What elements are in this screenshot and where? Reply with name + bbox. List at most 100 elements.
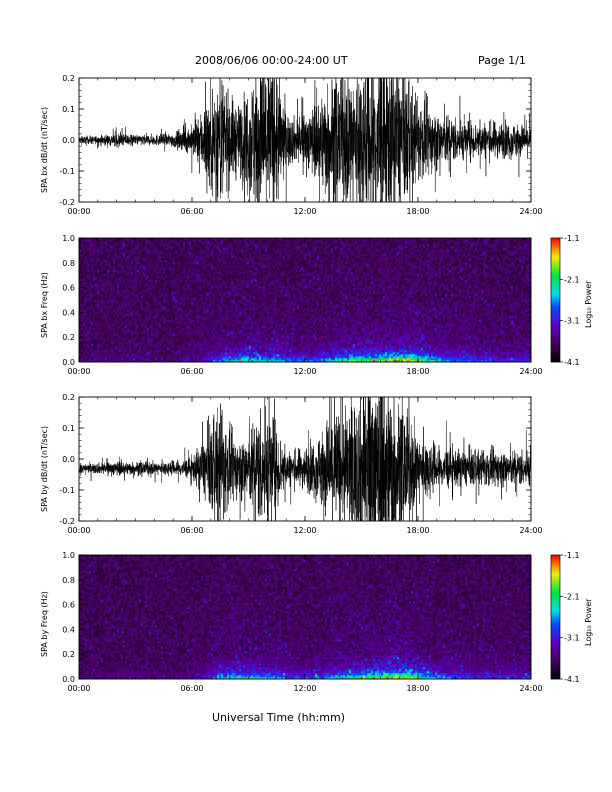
spectrogram-cell [99, 348, 101, 350]
spectrogram-cell [151, 276, 153, 278]
spectrogram-cell [123, 320, 125, 322]
spectrogram-cell [223, 326, 225, 328]
spectrogram-cell [169, 338, 171, 340]
spectrogram-cell [95, 312, 97, 314]
spectrogram-cell [101, 262, 103, 264]
spectrogram-cell [109, 334, 111, 336]
spectrogram-cell [117, 276, 119, 278]
spectrogram-cell [155, 338, 157, 340]
spectrogram-cell [113, 340, 115, 342]
spectrogram-cell [157, 346, 159, 348]
spectrogram-cell [203, 318, 205, 320]
spectrogram-cell [133, 292, 135, 294]
spectrogram-cell [91, 240, 93, 242]
spectrogram-cell [91, 266, 93, 268]
spectrogram-cell [103, 270, 105, 272]
spectrogram-cell [143, 332, 145, 334]
spectrogram-cell [115, 334, 117, 336]
spectrogram-cell [175, 312, 177, 314]
spectrogram-cell [161, 304, 163, 306]
spectrogram-cell [219, 266, 221, 268]
spectrogram-cell [207, 356, 209, 358]
spectrogram-cell [189, 244, 191, 246]
spectrogram-cell [105, 288, 107, 290]
spectrogram-cell [199, 270, 201, 272]
spectrogram-cell [209, 248, 211, 250]
spectrogram-cell [227, 326, 229, 328]
spectrogram-cell [151, 346, 153, 348]
spectrogram-cell [165, 304, 167, 306]
spectrogram-cell [89, 338, 91, 340]
spectrogram-cell [231, 342, 233, 344]
spectrogram-cell [187, 274, 189, 276]
spectrogram-cell [221, 304, 223, 306]
spectrogram-cell [173, 308, 175, 310]
spectrogram-cell [209, 342, 211, 344]
spectrogram-cell [175, 348, 177, 350]
spectrogram-cell [115, 268, 117, 270]
spectrogram-cell [99, 342, 101, 344]
spectrogram-cell [217, 292, 219, 294]
spectrogram-cell [105, 306, 107, 308]
spectrogram-cell [93, 350, 95, 352]
spectrogram-cell [159, 246, 161, 248]
spectrogram-cell [225, 294, 227, 296]
spectrogram-cell [187, 298, 189, 300]
spectrogram-cell [217, 322, 219, 324]
spectrogram-cell [119, 270, 121, 272]
spectrogram-cell [185, 248, 187, 250]
spectrogram-cell [171, 348, 173, 350]
spectrogram-cell [121, 358, 123, 360]
spectrogram-cell [157, 306, 159, 308]
spectrogram-cell [85, 354, 87, 356]
spectrogram-cell [169, 330, 171, 332]
spectrogram-cell [191, 272, 193, 274]
spectrogram-cell [149, 306, 151, 308]
spectrogram-cell [179, 276, 181, 278]
spectrogram-cell [187, 328, 189, 330]
spectrogram-cell [127, 312, 129, 314]
spectrogram-cell [163, 282, 165, 284]
spectrogram-cell [227, 344, 229, 346]
spectrogram-cell [105, 340, 107, 342]
spectrogram-cell [113, 338, 115, 340]
spectrogram-cell [209, 260, 211, 262]
spectrogram-cell [121, 312, 123, 314]
spectrogram-cell [151, 320, 153, 322]
spectrogram-cell [81, 278, 83, 280]
spectrogram-cell [143, 274, 145, 276]
spectrogram-cell [95, 340, 97, 342]
spectrogram-cell [215, 240, 217, 242]
spectrogram-cell [121, 264, 123, 266]
spectrogram-cell [141, 298, 143, 300]
spectrogram-cell [231, 258, 233, 260]
spectrogram-cell [111, 240, 113, 242]
spectrogram-cell [141, 338, 143, 340]
spectrogram-cell [209, 294, 211, 296]
spectrogram-cell [185, 306, 187, 308]
spectrogram-cell [135, 280, 137, 282]
spectrogram-cell [185, 290, 187, 292]
spectrogram-cell [193, 306, 195, 308]
spectrogram-cell [103, 240, 105, 242]
spectrogram-cell [83, 242, 85, 244]
spectrogram-cell [217, 256, 219, 258]
spectrogram-cell [197, 326, 199, 328]
spectrogram-cell [189, 282, 191, 284]
spectrogram-cell [229, 302, 231, 304]
spectrogram-cell [175, 320, 177, 322]
spectrogram-cell [175, 286, 177, 288]
spectrogram-cell [191, 260, 193, 262]
spectrogram-cell [95, 284, 97, 286]
spectrogram-cell [95, 300, 97, 302]
spectrogram-cell [229, 286, 231, 288]
spectrogram-cell [127, 330, 129, 332]
spectrogram-cell [113, 332, 115, 334]
spectrogram-cell [125, 352, 127, 354]
spectrogram-cell [105, 332, 107, 334]
spectrogram-cell [129, 280, 131, 282]
spectrogram-cell [89, 246, 91, 248]
spectrogram-cell [117, 260, 119, 262]
spectrogram-cell [91, 276, 93, 278]
spectrogram-cell [229, 320, 231, 322]
